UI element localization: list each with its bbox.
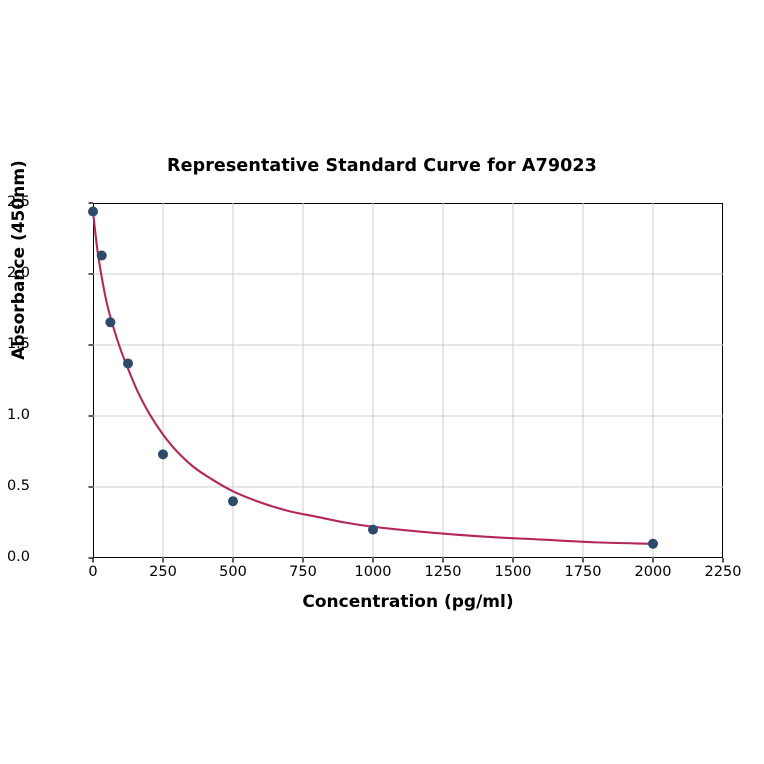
y-axis-label: Absorbance (450nm) [9, 160, 29, 360]
y-tick-label: 1.5 [6, 336, 30, 352]
x-tick-label: 0 [88, 564, 98, 580]
x-tick-label: 1000 [354, 564, 392, 580]
y-tick-label: 2.5 [6, 194, 30, 210]
x-tick-label: 2000 [634, 564, 672, 580]
y-tick-label: 0.0 [6, 549, 30, 565]
x-tick-label: 1500 [494, 564, 532, 580]
x-tick-label: 2250 [704, 564, 742, 580]
x-tick-label: 500 [219, 564, 247, 580]
chart-title: Representative Standard Curve for A79023 [167, 156, 597, 176]
y-tick-label: 2.0 [6, 265, 30, 281]
x-tick-label: 750 [289, 564, 317, 580]
y-tick-label: 1.0 [6, 407, 30, 423]
x-tick-label: 250 [149, 564, 177, 580]
plot-area [93, 203, 723, 558]
y-tick-label: 0.5 [6, 478, 30, 494]
x-tick-label: 1750 [564, 564, 602, 580]
x-axis-label: Concentration (pg/ml) [302, 592, 514, 612]
x-tick-label: 1250 [424, 564, 462, 580]
